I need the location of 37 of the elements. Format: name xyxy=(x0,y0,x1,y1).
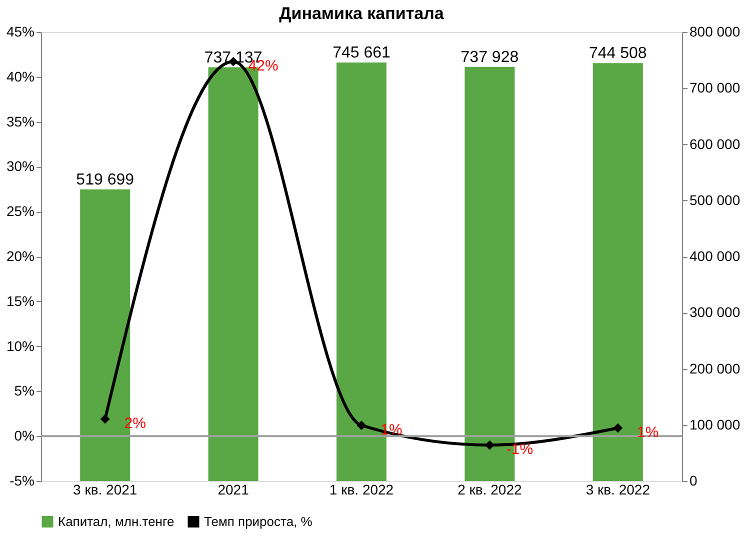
point xyxy=(613,423,623,433)
x-tick-label: 1 кв. 2022 xyxy=(329,482,394,498)
y-tick-label: 40% xyxy=(6,68,34,84)
y2-tick-label: 800 000 xyxy=(690,24,740,40)
y-tick-label: 20% xyxy=(6,248,34,264)
legend-label: Капитал, млн.тенге xyxy=(58,514,174,529)
point xyxy=(100,414,110,424)
data-label: 519 699 xyxy=(76,171,134,188)
y-tick-label: 15% xyxy=(6,292,34,309)
x-tick-label: 2 кв. 2022 xyxy=(458,482,522,498)
y-tick-label: 30% xyxy=(6,158,34,174)
y2-tick-label: 700 000 xyxy=(690,80,740,96)
y-tick-label: 0% xyxy=(14,428,34,444)
y2-tick-label: 600 000 xyxy=(690,136,740,152)
y-tick-label: 25% xyxy=(6,203,34,220)
y2-tick-label: 0 xyxy=(690,472,698,488)
y2-tick-label: 200 000 xyxy=(690,360,740,376)
y2-tick-label: 500 000 xyxy=(690,192,740,208)
y2-tick-label: 300 000 xyxy=(690,304,740,320)
point xyxy=(484,440,494,450)
data-label: 745 661 xyxy=(332,44,391,62)
y-tick-label: 5% xyxy=(14,382,34,399)
x-tick-label: 3 кв. 2022 xyxy=(586,482,650,498)
data-label: 744 508 xyxy=(588,45,647,62)
y2-tick-label: 100 000 xyxy=(690,416,740,432)
y2-tick-label: 400 000 xyxy=(690,248,740,264)
y-tick-label: -5% xyxy=(10,472,34,488)
y-tick-label: 35% xyxy=(6,113,34,130)
data-label: 737 928 xyxy=(460,48,519,66)
point xyxy=(356,420,366,430)
legend-label: Темп прироста, % xyxy=(204,514,313,529)
y-tick-label: 45% xyxy=(6,24,34,40)
x-tick-label: 2021 xyxy=(218,482,250,498)
chart-title: Динамика капитала xyxy=(279,4,444,23)
x-tick-label: 3 кв. 2021 xyxy=(73,482,138,498)
y-tick-label: 10% xyxy=(6,338,34,354)
data-label: 1% xyxy=(637,424,659,442)
